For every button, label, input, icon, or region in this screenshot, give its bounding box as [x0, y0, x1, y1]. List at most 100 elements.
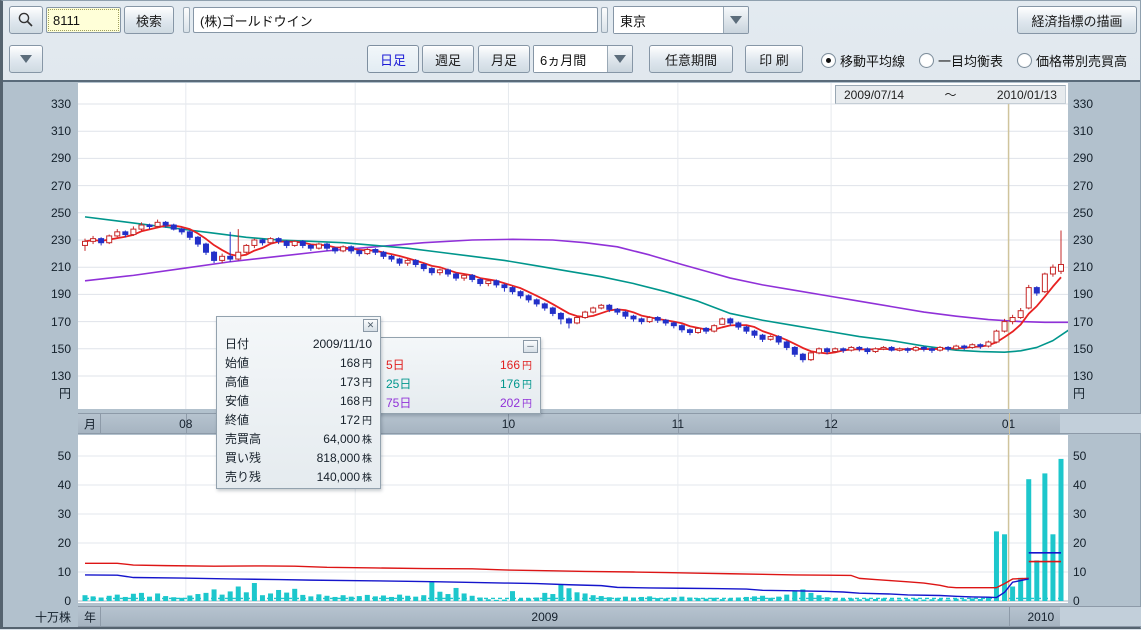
volume-bar	[977, 598, 983, 601]
tooltip-row-value: 64,000 株	[323, 432, 372, 446]
price-tick-label: 190	[50, 287, 71, 302]
volume-bar	[872, 598, 878, 601]
tooltip-row: 高値 173 円	[217, 372, 380, 391]
print-button[interactable]: 印 刷	[745, 45, 803, 73]
candle	[840, 348, 847, 351]
minimize-icon[interactable]: ─	[523, 340, 538, 353]
year-label: 2009	[531, 609, 559, 624]
candle	[977, 344, 984, 347]
tooltip-row: 売り残 140,000 株	[217, 467, 380, 486]
price-tick-label: 270	[1073, 178, 1094, 193]
volume-bar	[929, 599, 935, 601]
volume-bar	[276, 589, 282, 601]
ohlc-tooltip-box[interactable]: ✕ 日付 2009/11/10 始値 168 円高値 173 円安値 168 円終値 172 円売買…	[216, 316, 381, 489]
volume-axis-unit: 十万株	[34, 610, 71, 625]
price-tick-label: 330	[1073, 97, 1094, 111]
tab-monthly[interactable]: 月足	[478, 45, 530, 73]
tooltip-row-label: 始値	[225, 356, 250, 370]
candle	[985, 341, 992, 347]
candle	[501, 284, 508, 289]
month-strip-filler	[1060, 413, 1141, 434]
radio-moving-average[interactable]: 移動平均線	[821, 51, 905, 70]
candle	[557, 312, 564, 320]
candle	[1033, 287, 1040, 294]
candle	[872, 348, 879, 353]
chart-tools-dropdown-button[interactable]	[9, 45, 43, 73]
volume-bar	[437, 591, 443, 601]
ma-legend-box[interactable]: ─ 5日 166 円 25日 176 円 75日 202 円	[377, 337, 541, 414]
candle	[275, 238, 282, 242]
candle	[130, 228, 137, 236]
strip-separator	[1008, 607, 1010, 626]
ma-legend-titlebar[interactable]: ─	[378, 338, 540, 355]
candle	[678, 325, 685, 331]
candle	[832, 348, 839, 353]
ma-legend-row: 25日 176 円	[378, 374, 540, 393]
price-tick-label: 210	[1073, 260, 1094, 275]
candle	[469, 274, 476, 280]
chevron-down-icon	[730, 16, 742, 24]
overlay-radio-group: 移動平均線 一目均衡表 価格帯別売買高	[821, 51, 1127, 70]
economic-indicator-button[interactable]: 経済指標の描画	[1017, 6, 1137, 34]
price-tick-label: 290	[1073, 151, 1094, 166]
volume-bar	[913, 598, 919, 601]
candle	[517, 291, 524, 297]
tooltip-row-label: 売り残	[225, 470, 262, 484]
stock-code-input[interactable]: 8111	[46, 7, 121, 33]
price-tick-label: 230	[50, 233, 71, 247]
candle	[170, 224, 177, 230]
volume-bar	[751, 596, 757, 601]
volume-bar	[130, 593, 136, 601]
candle	[541, 303, 548, 309]
candle	[549, 307, 556, 314]
month-label: 12	[824, 416, 838, 431]
tab-weekly[interactable]: 週足	[422, 45, 474, 73]
radio-volume-by-price[interactable]: 価格帯別売買高	[1017, 51, 1127, 70]
magnifier-icon	[17, 11, 35, 29]
volume-tick-label: 0	[1073, 594, 1080, 608]
custom-period-button[interactable]: 任意期間	[649, 45, 733, 73]
volume-bar	[792, 590, 798, 601]
volume-tick-label: 40	[57, 478, 71, 492]
radio-ichimoku[interactable]: 一目均衡表	[919, 51, 1003, 70]
exchange-dropdown-button[interactable]	[723, 7, 748, 33]
tooltip-row: 始値 168 円	[217, 353, 380, 372]
candle	[574, 317, 581, 324]
volume-bar	[735, 597, 741, 601]
stock-search-icon-button[interactable]	[9, 6, 43, 34]
price-tick-label: 310	[50, 124, 71, 139]
candle	[719, 318, 726, 325]
candle	[1025, 287, 1032, 309]
candle	[912, 346, 919, 351]
candle	[565, 318, 572, 324]
candle	[461, 274, 468, 279]
tab-daily[interactable]: 日足	[367, 45, 419, 73]
tooltip-row-unit: 株	[362, 435, 372, 446]
exchange-select[interactable]: 東京	[613, 6, 749, 34]
search-button[interactable]: 検索	[124, 6, 174, 34]
volume-bar	[534, 597, 540, 601]
price-tick-label: 250	[1073, 205, 1094, 220]
year-axis-strip: 年 2009 2010	[78, 606, 1060, 627]
radio-unselected-icon	[919, 53, 935, 68]
volume-bar	[114, 594, 120, 601]
volume-bar	[477, 597, 483, 601]
price-tick-label: 290	[50, 151, 71, 166]
candle	[775, 336, 782, 343]
close-icon[interactable]: ✕	[363, 319, 378, 332]
volume-bar	[768, 597, 774, 601]
company-name-input[interactable]: (株)ゴールドウイン	[193, 7, 598, 33]
exchange-selected-value: 東京	[614, 7, 723, 33]
volume-bar	[921, 599, 927, 601]
volume-bar	[590, 595, 596, 601]
candle	[646, 317, 653, 323]
ohlc-tooltip-titlebar[interactable]: ✕	[217, 317, 380, 334]
volume-bar	[526, 598, 532, 601]
range-dropdown-button[interactable]	[607, 46, 632, 72]
volume-tick-label: 10	[57, 565, 71, 579]
range-select[interactable]: 6ヵ月間	[533, 45, 633, 73]
tooltip-row-label: 終値	[225, 413, 250, 427]
price-tick-label: 250	[50, 205, 71, 220]
volume-bar	[889, 599, 895, 601]
volume-bar	[211, 589, 217, 601]
